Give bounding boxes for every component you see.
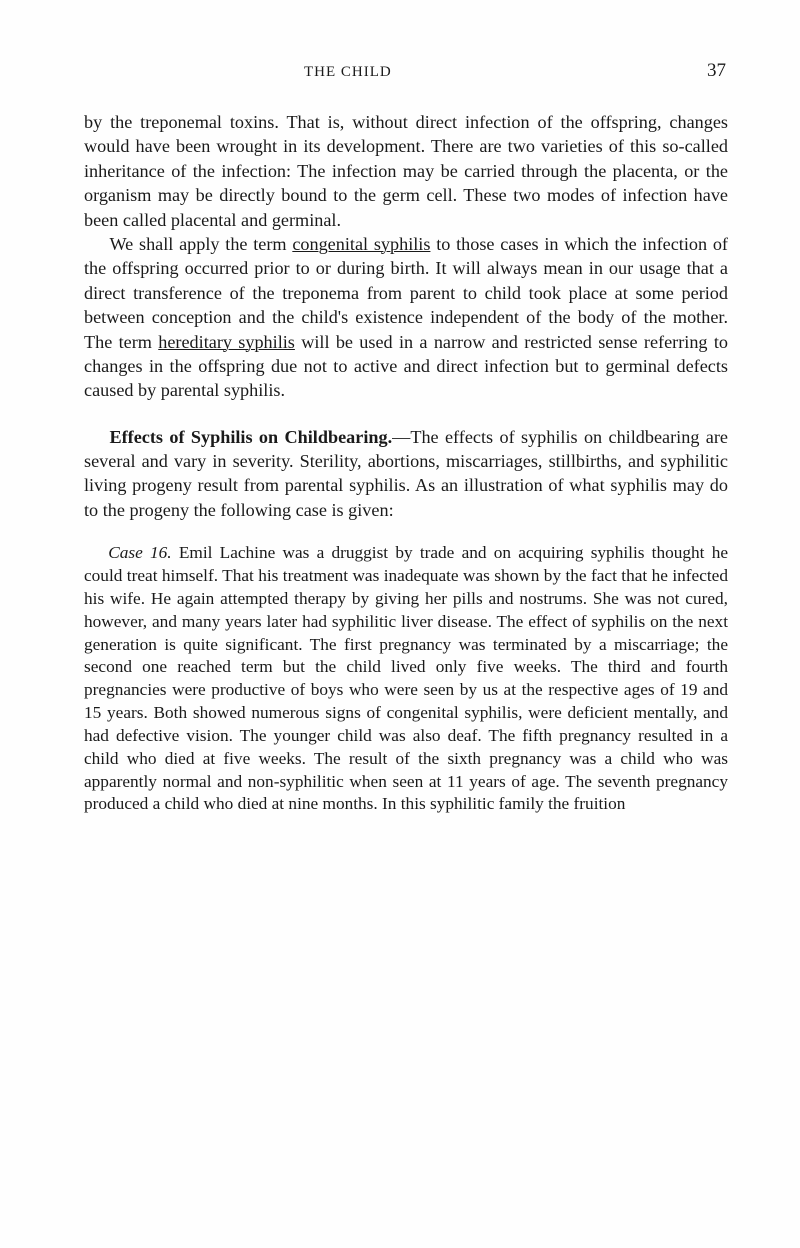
case-block: Case 16. Emil Lachine was a druggist by …	[84, 542, 728, 816]
case-paragraph: Case 16. Emil Lachine was a druggist by …	[84, 542, 728, 816]
term-congenital-syphilis: congenital syphilis	[292, 234, 430, 254]
term-hereditary-syphilis: hereditary syphilis	[158, 332, 295, 352]
section-heading: Effects of Syphilis on Childbearing.	[109, 427, 392, 447]
page: THE CHILD 37 by the treponemal toxins. T…	[0, 0, 800, 1248]
running-title: THE CHILD	[304, 64, 392, 81]
running-head: THE CHILD 37	[84, 60, 728, 82]
case-label: Case 16.	[108, 543, 171, 562]
p2-text-a: We shall apply the term	[109, 234, 292, 254]
paragraph-1: by the treponemal toxins. That is, witho…	[84, 110, 728, 232]
body-text: by the treponemal toxins. That is, witho…	[84, 110, 728, 816]
paragraph-2: We shall apply the term congenital syphi…	[84, 232, 728, 403]
paragraph-3: Effects of Syphilis on Childbearing.—The…	[84, 425, 728, 523]
case-body: Emil Lachine was a druggist by trade and…	[84, 543, 728, 813]
page-number: 37	[707, 60, 726, 82]
